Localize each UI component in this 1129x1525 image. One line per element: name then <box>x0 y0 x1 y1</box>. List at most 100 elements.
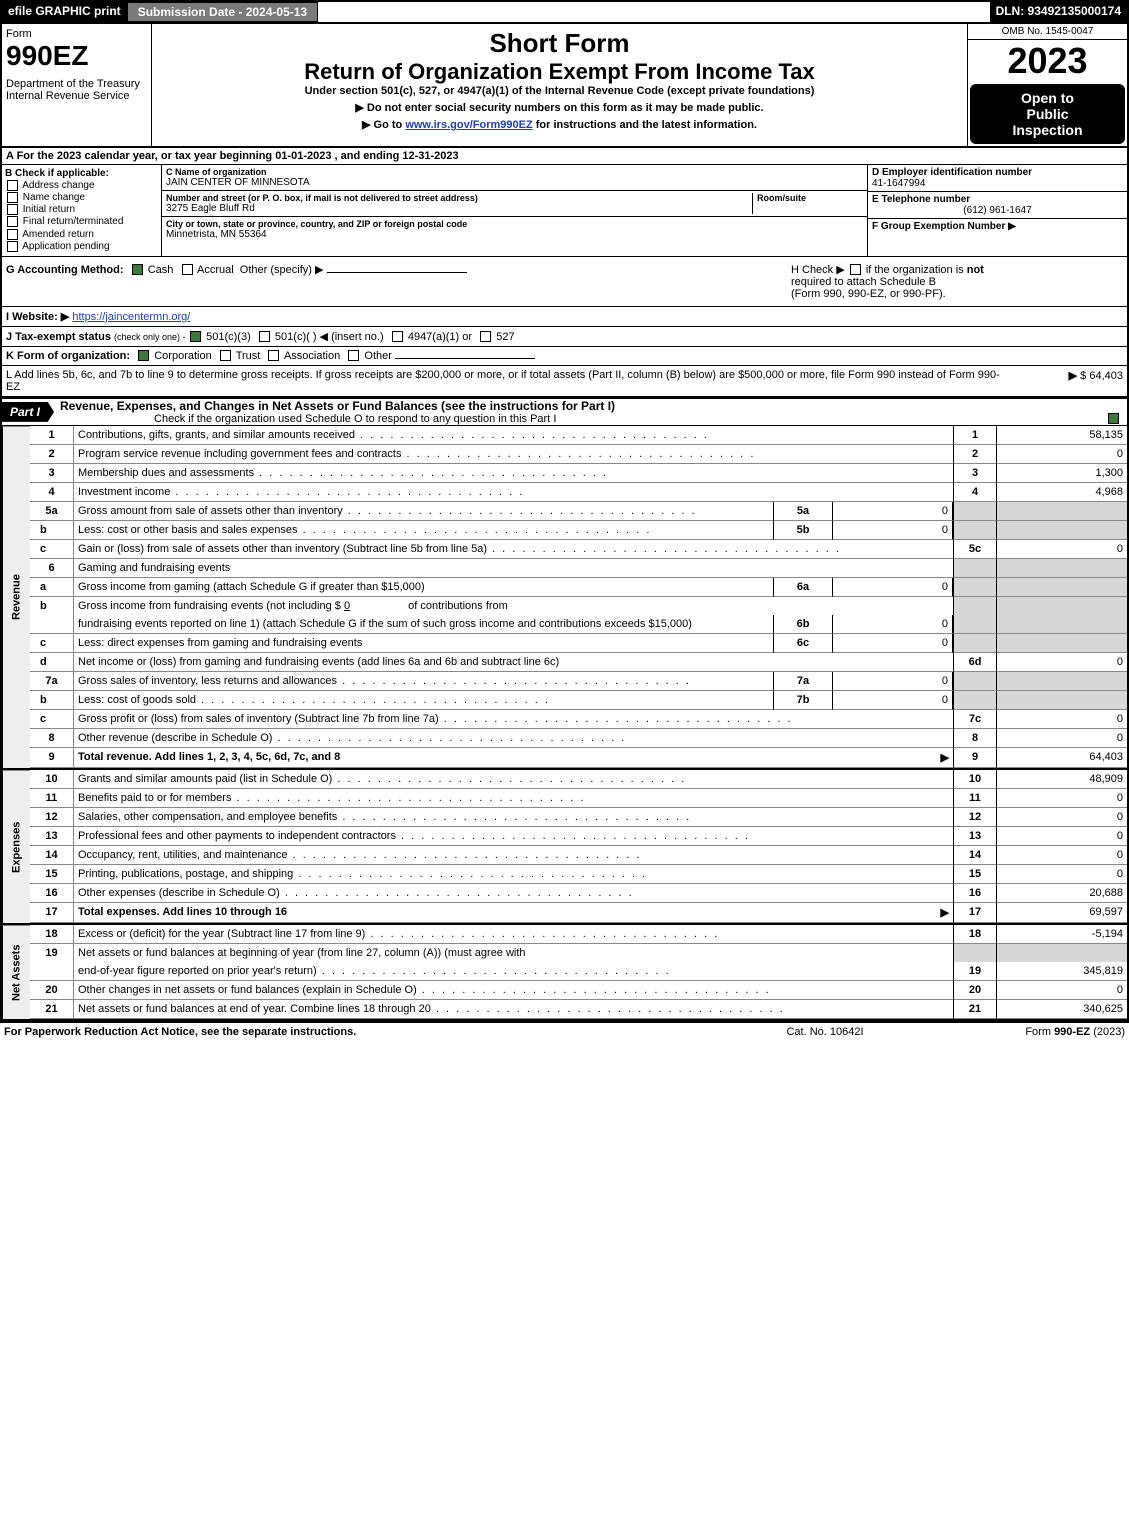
chk-amended-return[interactable]: Amended return <box>5 229 158 240</box>
chk-application-pending[interactable]: Application pending <box>5 241 158 252</box>
l18-num: 18 <box>30 925 74 944</box>
l3-desc: Membership dues and assessments <box>74 464 953 483</box>
l11-desc: Benefits paid to or for members <box>74 789 953 808</box>
tax-year: 2023 <box>968 40 1127 82</box>
open-line1: Open to <box>972 90 1123 106</box>
l5b-mv: 0 <box>833 521 953 540</box>
footer-cat: Cat. No. 10642I <box>725 1026 925 1038</box>
l2-num: 2 <box>30 445 74 464</box>
header-right: OMB No. 1545-0047 2023 Open to Public In… <box>967 24 1127 146</box>
l21-rval: 340,625 <box>997 1000 1127 1019</box>
chk-accrual[interactable] <box>182 264 193 275</box>
l11-rval: 0 <box>997 789 1127 808</box>
efile-label: efile GRAPHIC print <box>2 2 127 22</box>
l12-rnum: 12 <box>953 808 997 827</box>
l10-rval: 48,909 <box>997 770 1127 789</box>
row-a-tax-year: A For the 2023 calendar year, or tax yea… <box>2 148 1127 165</box>
chk-name-change[interactable]: Name change <box>5 192 158 203</box>
chk-527[interactable] <box>480 331 491 342</box>
l15-rval: 0 <box>997 865 1127 884</box>
l16-desc: Other expenses (describe in Schedule O) <box>74 884 953 903</box>
l1-rval: 58,135 <box>997 426 1127 445</box>
l17-desc: Total expenses. Add lines 10 through 16 … <box>74 903 953 923</box>
ein-cell: D Employer identification number 41-1647… <box>868 165 1127 192</box>
instr-goto-pre: ▶ Go to <box>362 119 405 131</box>
l5a-rshade <box>953 502 997 521</box>
l13-desc: Professional fees and other payments to … <box>74 827 953 846</box>
expenses-grid: Expenses 10 Grants and similar amounts p… <box>2 768 1127 923</box>
l6a-mn: 6a <box>773 578 833 597</box>
phone-value: (612) 961-1647 <box>872 205 1123 216</box>
j-label: J Tax-exempt status <box>6 331 114 343</box>
chk-corporation[interactable] <box>138 350 149 361</box>
l21-num: 21 <box>30 1000 74 1019</box>
part-i-title: Revenue, Expenses, and Changes in Net As… <box>54 399 1127 413</box>
l13-rval: 0 <box>997 827 1127 846</box>
l5b-desc: Less: cost or other basis and sales expe… <box>74 521 773 540</box>
l2-rnum: 2 <box>953 445 997 464</box>
l6a-rshade <box>953 578 997 597</box>
org-city: Minnetrista, MN 55364 <box>166 229 863 240</box>
netassets-grid: Net Assets 18 Excess or (deficit) for th… <box>2 923 1127 1019</box>
chk-trust[interactable] <box>220 350 231 361</box>
l20-rnum: 20 <box>953 981 997 1000</box>
dept-label: Department of the Treasury <box>6 78 147 90</box>
other-org-input[interactable] <box>395 358 535 359</box>
l11-num: 11 <box>30 789 74 808</box>
open-line2: Public <box>972 106 1123 122</box>
chk-initial-return[interactable]: Initial return <box>5 204 158 215</box>
revenue-vert-label: Revenue <box>2 426 30 768</box>
l-gross-receipts-row: L Add lines 5b, 6c, and 7b to line 9 to … <box>2 366 1127 397</box>
chk-association[interactable] <box>268 350 279 361</box>
l5b-num: b <box>30 521 74 540</box>
l7a-num: 7a <box>30 672 74 691</box>
l6b-mn: 6b <box>773 615 833 634</box>
chk-501c3[interactable] <box>190 331 201 342</box>
l7a-desc: Gross sales of inventory, less returns a… <box>74 672 773 691</box>
i-label: I Website: ▶ <box>6 311 69 323</box>
ein-label: D Employer identification number <box>872 167 1123 178</box>
chk-address-change[interactable]: Address change <box>5 180 158 191</box>
h-line2: required to attach Schedule B <box>791 276 936 288</box>
h-line3: (Form 990, 990-EZ, or 990-PF). <box>791 288 946 300</box>
chk-cash[interactable] <box>132 264 143 275</box>
l4-num: 4 <box>30 483 74 502</box>
chk-schedule-o-part1[interactable] <box>1108 413 1119 424</box>
chk-501c[interactable] <box>259 331 270 342</box>
l6d-num: d <box>30 653 74 672</box>
l15-num: 15 <box>30 865 74 884</box>
part-i-badge: Part I <box>2 402 54 422</box>
l2-rval: 0 <box>997 445 1127 464</box>
chk-4947a1[interactable] <box>392 331 403 342</box>
h-schedule-b: H Check ▶ if the organization is not req… <box>787 257 1127 306</box>
l4-desc: Investment income <box>74 483 953 502</box>
l5b-rvshade <box>997 521 1127 540</box>
l5c-desc: Gain or (loss) from sale of assets other… <box>74 540 953 559</box>
j-tax-exempt-row: J Tax-exempt status (check only one) - 5… <box>2 327 1127 347</box>
open-to-public: Open to Public Inspection <box>970 84 1125 144</box>
dln-label: DLN: 93492135000174 <box>990 2 1127 22</box>
page-footer: For Paperwork Reduction Act Notice, see … <box>0 1021 1129 1041</box>
l5c-num: c <box>30 540 74 559</box>
l6a-rvshade <box>997 578 1127 597</box>
l6-rshade <box>953 559 997 578</box>
chk-not-required-b[interactable] <box>850 264 861 275</box>
l-text: L Add lines 5b, 6c, and 7b to line 9 to … <box>6 369 1003 393</box>
org-name-label: C Name of organization <box>166 167 863 177</box>
l6d-rval: 0 <box>997 653 1127 672</box>
chk-final-return[interactable]: Final return/terminated <box>5 216 158 227</box>
open-line3: Inspection <box>972 122 1123 138</box>
l8-desc: Other revenue (describe in Schedule O) <box>74 729 953 748</box>
l6a-num: a <box>30 578 74 597</box>
website-link[interactable]: https://jaincentermn.org/ <box>72 311 190 323</box>
chk-other-org[interactable] <box>348 350 359 361</box>
l7c-num: c <box>30 710 74 729</box>
gh-row: G Accounting Method: Cash Accrual Other … <box>2 257 1127 307</box>
l5c-rnum: 5c <box>953 540 997 559</box>
other-specify-input[interactable] <box>327 272 467 273</box>
form-word: Form <box>6 28 147 40</box>
form-subtitle: Under section 501(c), 527, or 4947(a)(1)… <box>158 85 961 97</box>
irs-link[interactable]: www.irs.gov/Form990EZ <box>405 119 532 131</box>
l12-desc: Salaries, other compensation, and employ… <box>74 808 953 827</box>
l18-rval: -5,194 <box>997 925 1127 944</box>
